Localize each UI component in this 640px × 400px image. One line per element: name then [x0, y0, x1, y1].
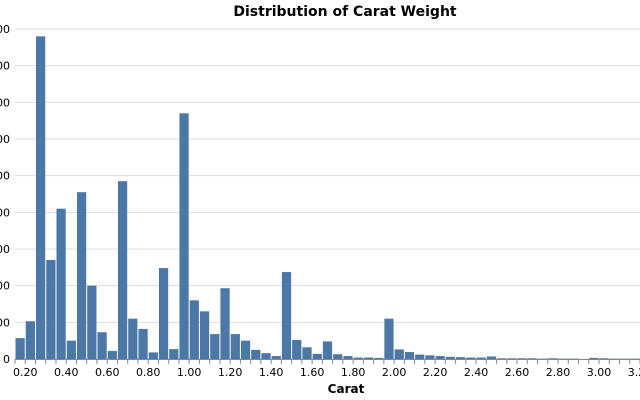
histogram-bar: 2.75: 2	[548, 358, 558, 359]
histogram-bar: 1.35: 16	[261, 353, 271, 359]
histogram-bar: 1.90: 3	[374, 357, 384, 359]
histogram-bar: 1.40: 8	[271, 356, 281, 359]
histogram-bar: 0.75: 82	[138, 328, 148, 359]
histogram-bar: 2.10: 12	[415, 354, 425, 359]
histogram-bar: 0.35: 410	[56, 208, 66, 359]
histogram-bar: 2.15: 10	[425, 355, 435, 359]
histogram-bar: 1.30: 25	[251, 349, 261, 359]
histogram-bar: 1.80: 4	[353, 357, 363, 359]
gridlines	[15, 28, 640, 360]
histogram-bar: 0.95: 670	[179, 113, 189, 359]
bars: 0.15: 570.20: 1030.25: 8800.30: 2700.35:…	[15, 36, 640, 359]
y-tick-label: 100	[0, 316, 10, 329]
histogram-bar: 1.25: 50	[240, 340, 251, 359]
x-tick-label: 2.00	[382, 366, 407, 379]
histogram-bar: 1.65: 48	[322, 341, 333, 359]
histogram-bar: 0.65: 485	[117, 181, 128, 359]
y-tick-label: 900	[0, 23, 10, 36]
histogram-bar: 0.50: 200	[87, 285, 97, 359]
histogram-bar: 1.10: 68	[210, 334, 220, 359]
x-tick-label: 0.80	[136, 366, 161, 379]
histogram-bar: 2.35: 4	[466, 357, 476, 359]
x-tick-label: 0.20	[13, 366, 38, 379]
histogram-bar: 1.45: 237	[281, 272, 292, 359]
histogram-bar: 0.70: 110	[128, 318, 138, 359]
histogram-bar: 1.55: 32	[302, 347, 312, 359]
chart-title: Distribution of Carat Weight	[233, 4, 457, 20]
histogram-bar: 0.80: 18	[148, 352, 158, 359]
histogram-bar: 0.85: 248	[158, 268, 169, 359]
histogram-bar: 1.60: 14	[312, 353, 322, 359]
x-tick-label: 2.20	[423, 366, 448, 379]
x-tick-label: 1.20	[218, 366, 243, 379]
histogram-bar: 2.40: 4	[476, 357, 486, 359]
histogram-bar: 2.45: 7	[486, 356, 497, 359]
histogram-bar: 0.40: 50	[66, 340, 76, 359]
histogram-bar: 0.15: 57	[15, 338, 25, 359]
histogram-bar: 1.95: 110	[384, 318, 394, 359]
histogram-bar: 2.50: 2	[497, 358, 507, 359]
x-tick-label: 0.40	[54, 366, 79, 379]
histogram-bar: 1.05: 130	[199, 311, 210, 359]
histogram-bar: 0.45: 455	[76, 192, 87, 359]
histogram-bar: 2.95: 3	[589, 357, 599, 359]
histogram-bar: 1.15: 193	[220, 288, 230, 359]
x-tick-label: 1.60	[300, 366, 325, 379]
x-tick-label: 2.80	[546, 366, 571, 379]
x-axis-title: Carat	[328, 382, 365, 396]
y-tick-label: 500	[0, 170, 10, 183]
x-axis: 0.20 0.40 0.60 0.80 1.00 1.20 1.40 1.60 1.80 2.00…	[13, 359, 640, 379]
histogram-bar: 2.55: 2	[507, 358, 517, 359]
y-tick-label: 200	[0, 280, 10, 293]
histogram-bar: 1.75: 8	[343, 356, 353, 359]
histogram-bar: 2.05: 19	[404, 352, 415, 359]
histogram-bar: 0.20: 103	[25, 321, 35, 359]
y-tick-label: 800	[0, 60, 10, 73]
y-axis: 900 800 700 600 500 400 300 200 100 0	[0, 23, 10, 366]
histogram-bar: 3.00: 2	[599, 358, 609, 359]
y-tick-label: 700	[0, 96, 10, 109]
histogram-bar: 1.85: 4	[363, 357, 374, 359]
x-tick-label: 1.00	[177, 366, 202, 379]
x-tick-label: 3.00	[587, 366, 612, 379]
histogram-bar: 0.25: 880	[35, 36, 46, 359]
histogram-bar: 0.55: 73	[97, 332, 107, 359]
histogram-bar: 1.70: 13	[333, 354, 343, 359]
histogram-bar: 2.30: 5	[456, 357, 466, 359]
x-tick-label: 2.60	[505, 366, 530, 379]
histogram-bar: 2.20: 8	[435, 356, 445, 359]
histogram-bar: 0.60: 22	[107, 350, 117, 359]
histogram-bar: 1.50: 52	[292, 339, 302, 359]
histogram-bar: 1.20: 68	[230, 334, 240, 359]
y-tick-label: 600	[0, 133, 10, 146]
x-tick-label: 3.20	[628, 366, 640, 379]
x-tick-label: 1.80	[341, 366, 366, 379]
histogram-bar: 2.60: 2	[517, 358, 527, 359]
x-tick-label: 2.40	[464, 366, 489, 379]
histogram-bar: 1.00: 160	[189, 300, 199, 359]
histogram-bar: 0.90: 27	[169, 349, 179, 359]
histogram-bar: 2.65: 2	[527, 358, 538, 359]
histogram-bar: 2.25: 6	[445, 356, 456, 359]
x-tick-label: 0.60	[95, 366, 120, 379]
y-tick-label: 300	[0, 243, 10, 256]
histogram-bar: 2.00: 26	[394, 349, 404, 359]
y-tick-label: 0	[3, 353, 10, 366]
histogram-bar: 0.30: 270	[46, 260, 56, 359]
x-tick-label: 1.40	[259, 366, 284, 379]
y-tick-label: 400	[0, 206, 10, 219]
